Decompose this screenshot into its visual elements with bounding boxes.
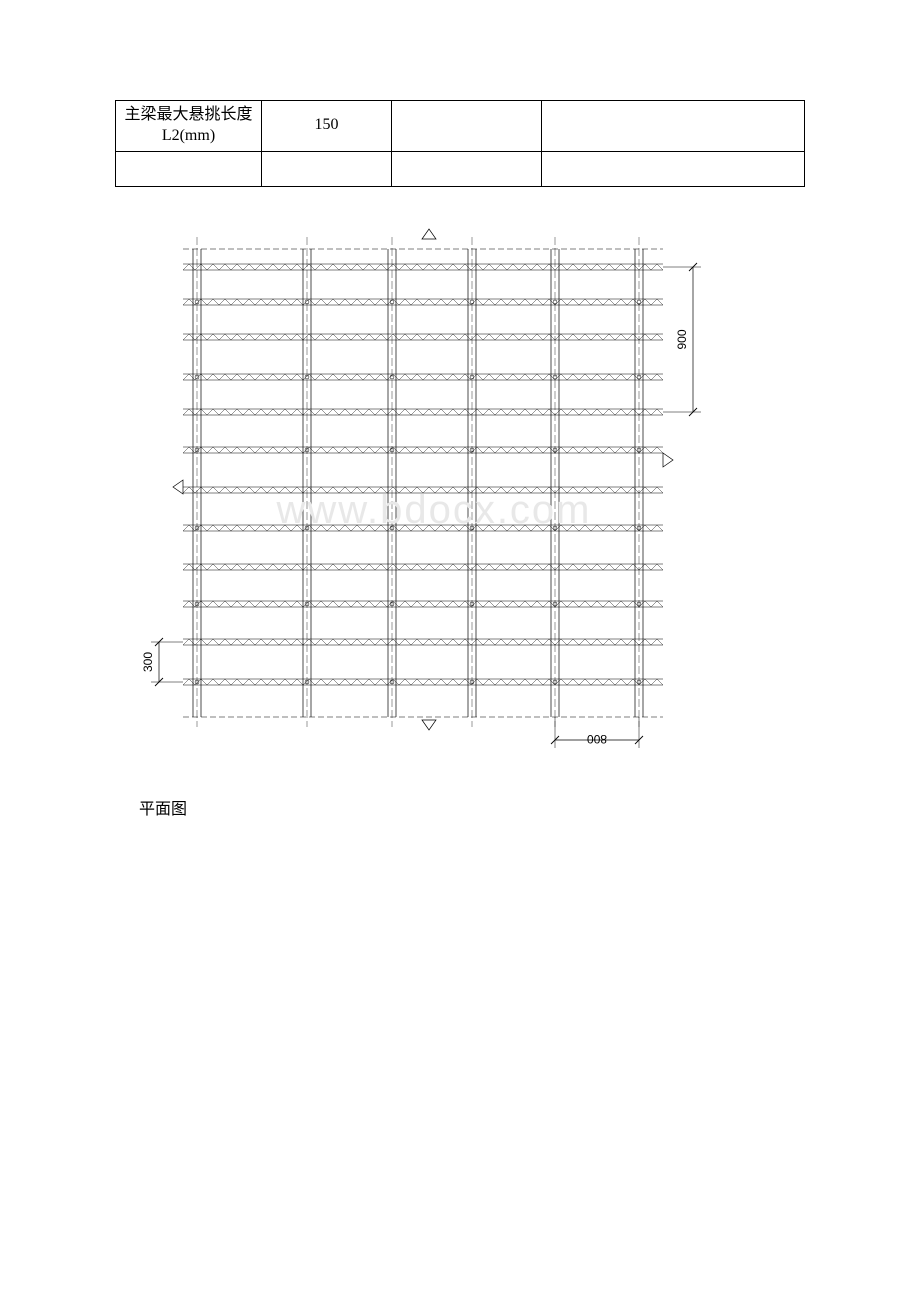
cell-empty <box>116 152 262 186</box>
svg-text:800: 800 <box>587 732 607 746</box>
table-row: 主梁最大悬挑长度 L2(mm) 150 <box>116 101 804 152</box>
parameter-table: 主梁最大悬挑长度 L2(mm) 150 <box>115 100 805 187</box>
svg-text:300: 300 <box>141 651 155 671</box>
cell-param-label: 主梁最大悬挑长度 L2(mm) <box>116 101 262 151</box>
diagram-caption: 平面图 <box>139 795 805 819</box>
table-row <box>116 152 804 186</box>
cell-empty <box>392 152 542 186</box>
plan-svg: 900 300 800 <box>139 217 729 777</box>
cell-empty <box>542 152 804 186</box>
cell-param-value: 150 <box>262 101 392 151</box>
svg-text:900: 900 <box>675 329 689 349</box>
plan-diagram: 900300800 www.bdocx.com <box>139 217 729 777</box>
cell-empty <box>262 152 392 186</box>
cell-empty <box>392 101 542 151</box>
cell-empty <box>542 101 804 151</box>
